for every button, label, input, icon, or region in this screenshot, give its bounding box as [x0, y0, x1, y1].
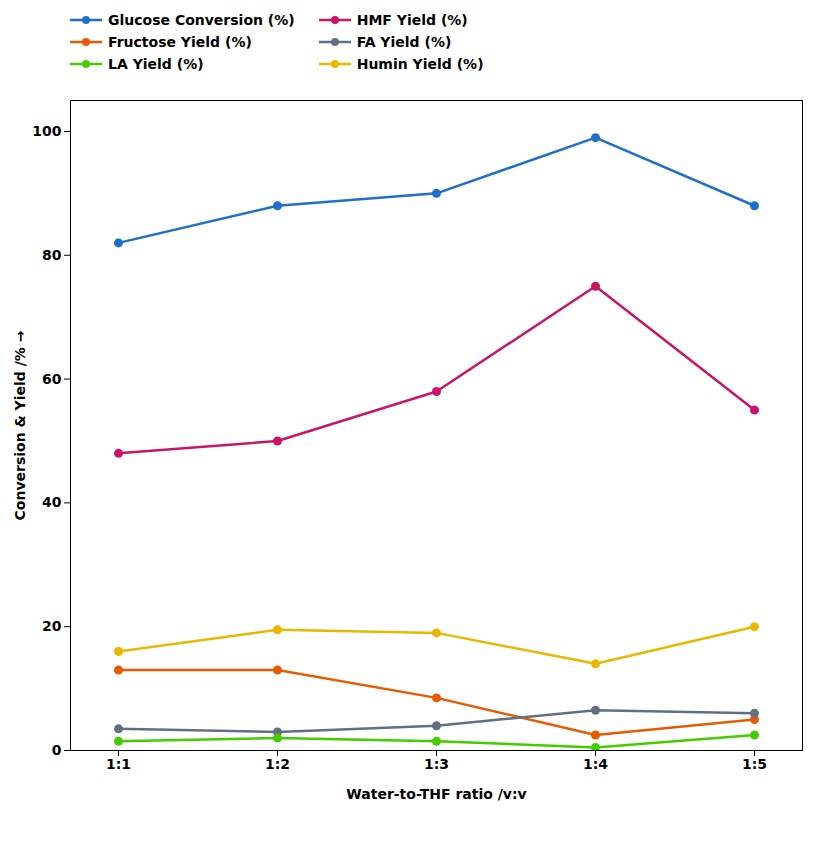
- svg-text:1:3: 1:3: [424, 756, 449, 772]
- html-text:HMF Yield (%): HMF Yield (%): [356, 12, 468, 28]
- svg-text:40: 40: [42, 494, 62, 510]
- svg-text:100: 100: [32, 123, 61, 139]
- svg-text:60: 60: [42, 371, 62, 387]
- svg-text:1:1: 1:1: [106, 756, 131, 772]
- svg-text:Conversion & Yield /% →: Conversion & Yield /% →: [12, 330, 28, 520]
- html-text:FA Yield (%): FA Yield (%): [356, 34, 452, 50]
- svg-text:Water-to-THF ratio /v:v: Water-to-THF ratio /v:v: [346, 786, 526, 802]
- svg-text:80: 80: [42, 247, 62, 263]
- svg-text:1:2: 1:2: [265, 756, 290, 772]
- svg-text:1:5: 1:5: [742, 756, 767, 772]
- svg-text:0: 0: [52, 742, 62, 758]
- html-text:Humin Yield (%): Humin Yield (%): [356, 56, 484, 72]
- svg-text:1:4: 1:4: [583, 756, 608, 772]
- html-text:Fructose Yield (%): Fructose Yield (%): [108, 34, 252, 50]
- html-text:LA Yield (%): LA Yield (%): [108, 56, 204, 72]
- svg-text:20: 20: [42, 618, 62, 634]
- html-text:Glucose Conversion (%): Glucose Conversion (%): [108, 12, 295, 28]
